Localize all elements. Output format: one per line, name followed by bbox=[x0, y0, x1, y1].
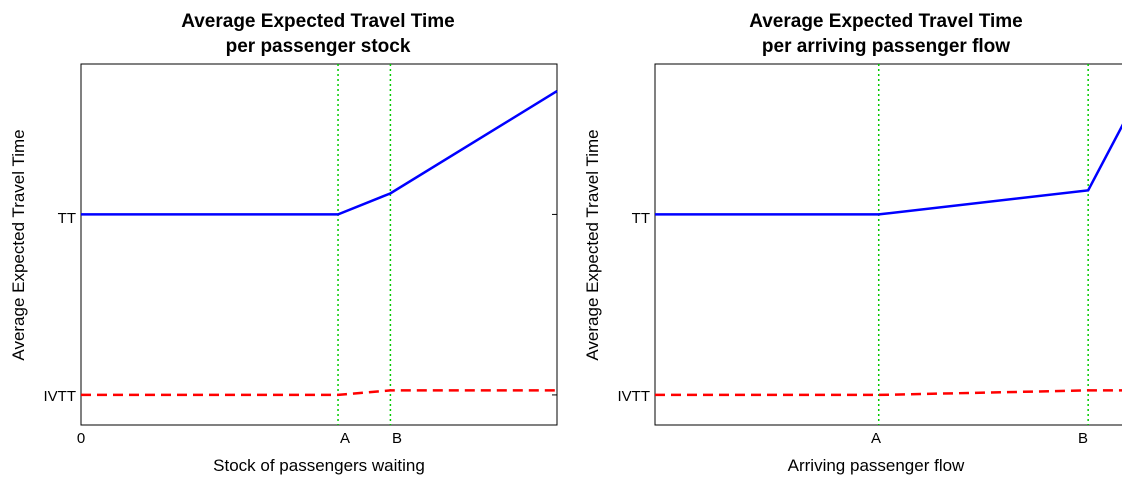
chart-right-plot bbox=[655, 64, 1122, 425]
chart-right-title-line1: Average Expected Travel Time bbox=[749, 11, 1023, 32]
chart-right-axes-box bbox=[654, 63, 1122, 426]
chart-right: Average Expected Travel Time per arrivin… bbox=[583, 11, 1122, 475]
chart-left-series-tt-line bbox=[81, 90, 558, 216]
chart-right-title-line2: per arriving passenger flow bbox=[762, 36, 1010, 57]
chart-left-title-line2: per passenger stock bbox=[226, 36, 411, 57]
chart-right-ytick-tt: TT bbox=[632, 210, 650, 227]
chart-left-xlabel: Stock of passengers waiting bbox=[213, 456, 425, 475]
chart-left-axes-box bbox=[80, 63, 558, 426]
chart-left-ytick-tt: TT bbox=[58, 210, 76, 227]
chart-left-xtick-0: 0 bbox=[77, 430, 85, 447]
chart-right-xtick-a: A bbox=[871, 430, 881, 447]
chart-left-xtick-a: A bbox=[340, 430, 350, 447]
chart-right-ylabel: Average Expected Travel Time bbox=[583, 129, 602, 360]
chart-right-series-tt-line bbox=[655, 123, 1122, 216]
chart-left-ylabel: Average Expected Travel Time bbox=[9, 129, 28, 360]
chart-left: Average Expected Travel Time per passeng… bbox=[9, 11, 558, 475]
chart-left-ytick-ivtt: IVTT bbox=[44, 388, 77, 405]
chart-right-series-ivtt-line bbox=[655, 389, 1122, 397]
chart-left-series-ivtt-line bbox=[81, 389, 557, 397]
chart-right-xtick-b: B bbox=[1078, 430, 1088, 447]
chart-left-title-line1: Average Expected Travel Time bbox=[181, 11, 455, 32]
chart-left-plot bbox=[81, 64, 558, 425]
chart-left-xtick-b: B bbox=[392, 430, 402, 447]
chart-right-ytick-ivtt: IVTT bbox=[618, 388, 651, 405]
chart-right-xlabel: Arriving passenger flow bbox=[788, 456, 965, 475]
